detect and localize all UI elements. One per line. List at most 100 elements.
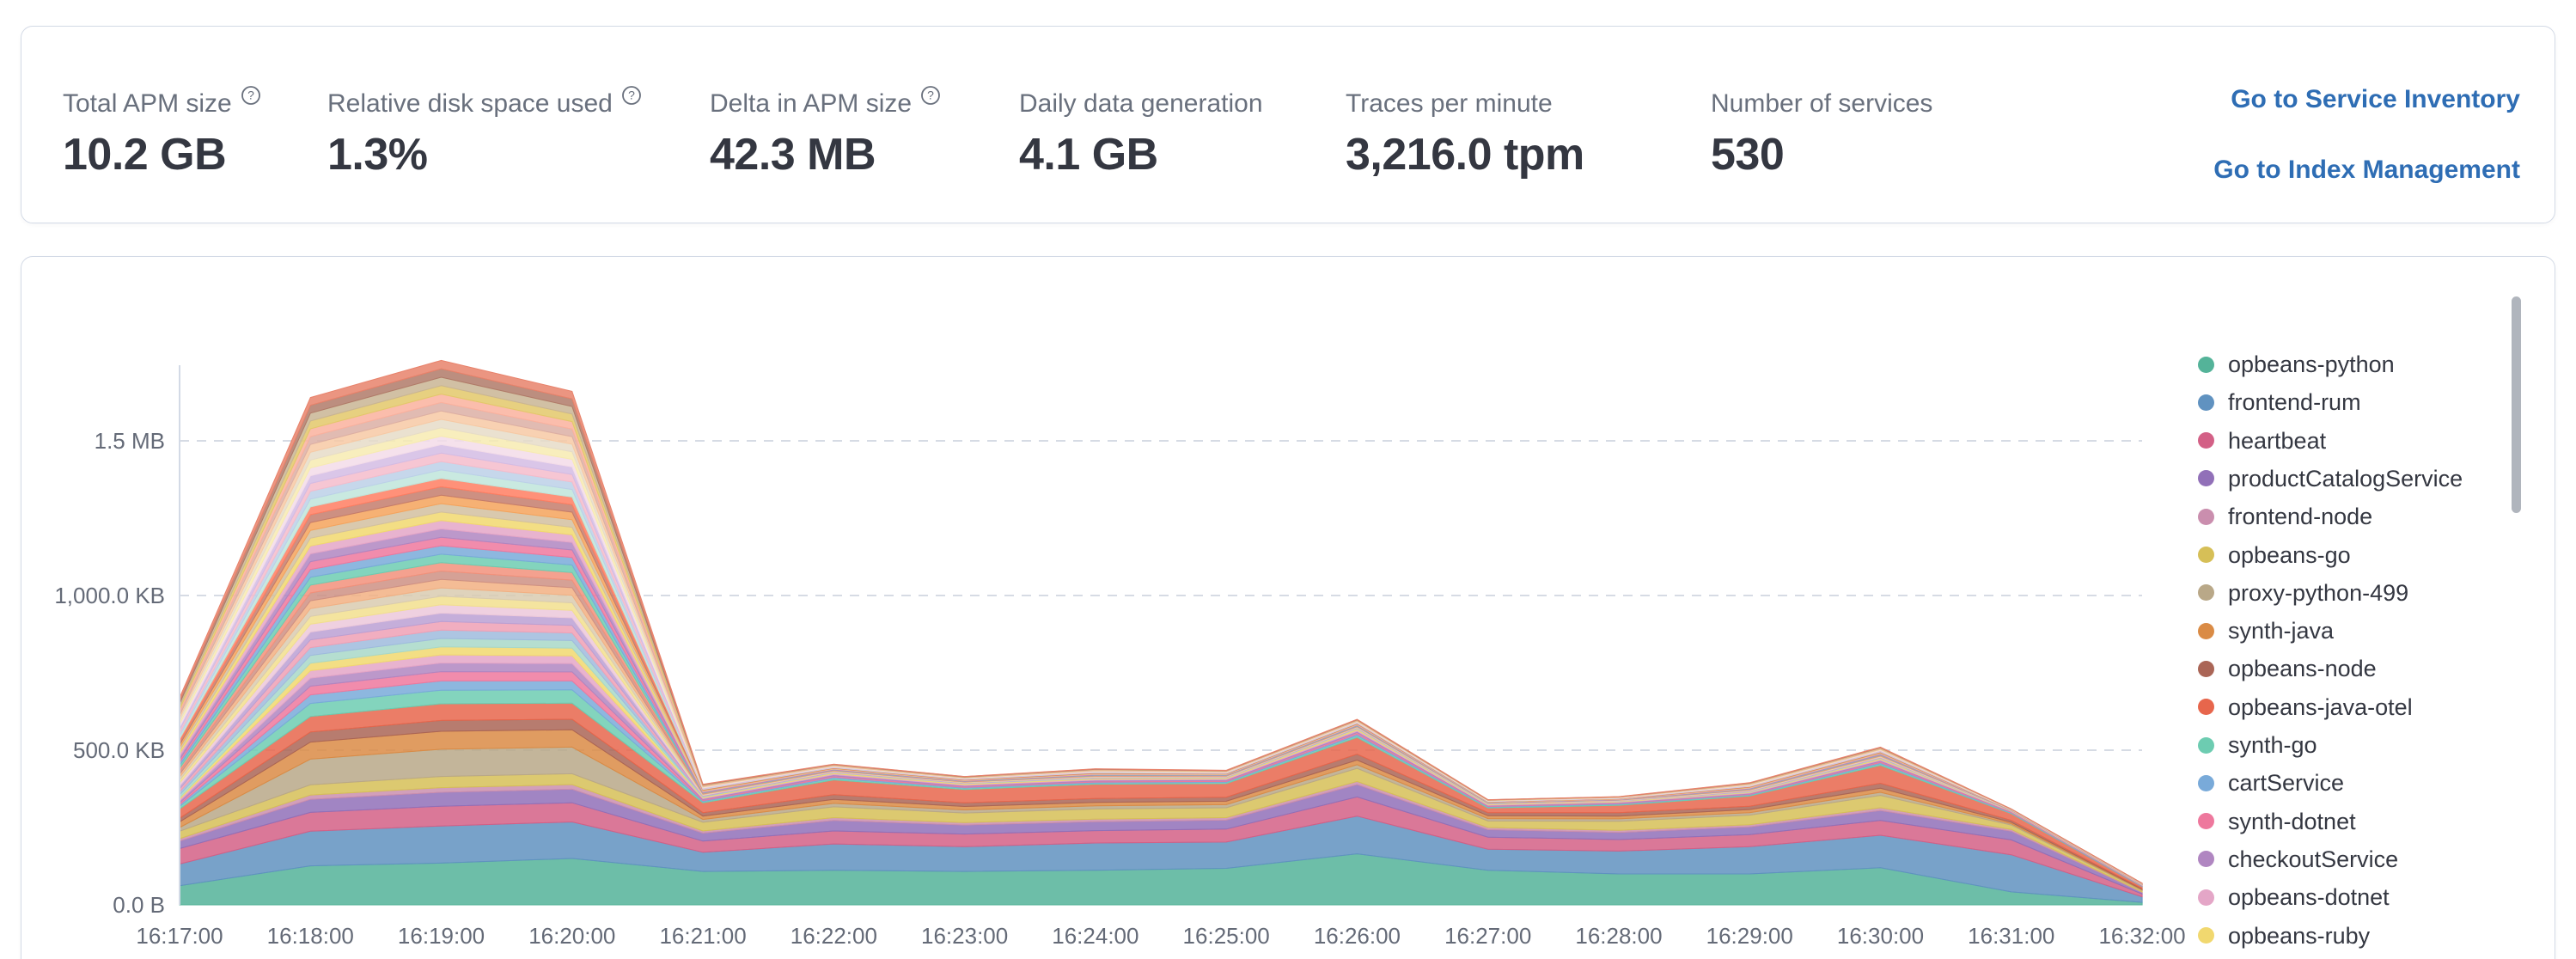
x-tick-label: 16:21:00	[659, 923, 747, 949]
legend-color-dot	[2198, 584, 2214, 602]
legend-item-opbeans-java-otel[interactable]: opbeans-java-otel	[2198, 688, 2413, 726]
x-tick-label: 16:32:00	[2098, 923, 2186, 949]
x-tick-label: 16:27:00	[1444, 923, 1532, 949]
x-tick-label: 16:29:00	[1706, 923, 1793, 949]
metric-relative-disk-space-used: Relative disk space used? 1.3%	[327, 85, 642, 181]
metric-value: 3,216.0 tpm	[1346, 130, 1584, 180]
legend-color-dot	[2198, 622, 2214, 639]
x-tick-label: 16:20:00	[528, 923, 616, 949]
legend-label: proxy-python-499	[2228, 579, 2409, 606]
svg-text:?: ?	[927, 89, 934, 102]
x-tick-label: 16:30:00	[1836, 923, 1925, 949]
x-tick-label: 16:26:00	[1313, 923, 1401, 949]
legend-label: heartbeat	[2228, 427, 2327, 454]
metric-label: Total APM size	[63, 89, 232, 118]
metric-label: Delta in APM size	[710, 89, 913, 118]
legend-label: synth-go	[2228, 732, 2317, 758]
legend-label: productCatalogService	[2228, 465, 2463, 492]
legend-item-frontend-rum[interactable]: frontend-rum	[2198, 383, 2361, 421]
metric-value: 4.1 GB	[1019, 130, 1158, 180]
legend-item-heartbeat[interactable]: heartbeat	[2198, 422, 2326, 460]
help-question-icon[interactable]: ?	[241, 85, 261, 106]
metric-label: Relative disk space used	[327, 89, 613, 118]
metric-delta-in-apm-size: Delta in APM size? 42.3 MB	[710, 85, 941, 181]
legend-color-dot	[2198, 851, 2214, 868]
metric-traces-per-minute: Traces per minute 3,216.0 tpm	[1346, 87, 1584, 181]
legend-color-dot	[2198, 699, 2214, 716]
x-tick-label: 16:22:00	[790, 923, 877, 949]
help-question-icon[interactable]: ?	[621, 85, 642, 106]
legend-label: synth-java	[2228, 618, 2335, 644]
legend-label: frontend-node	[2228, 504, 2373, 530]
metric-value: 42.3 MB	[710, 130, 876, 180]
legend-color-dot	[2198, 774, 2214, 791]
x-tick-label: 16:17:00	[136, 923, 223, 949]
legend-item-opbeans-node[interactable]: opbeans-node	[2198, 650, 2377, 687]
legend-item-proxy-python-499[interactable]: proxy-python-499	[2198, 574, 2408, 612]
metric-label: Daily data generation	[1019, 89, 1263, 118]
legend-label: checkoutService	[2228, 846, 2399, 872]
metric-daily-data-generation: Daily data generation 4.1 GB	[1019, 87, 1263, 181]
svg-text:?: ?	[247, 89, 254, 102]
metric-total-apm-size: Total APM size? 10.2 GB	[63, 85, 261, 181]
legend-color-dot	[2198, 356, 2214, 373]
legend-label: opbeans-java-otel	[2228, 693, 2413, 720]
x-tick-label: 16:19:00	[397, 923, 485, 949]
legend-scrollbar[interactable]	[2512, 296, 2521, 513]
legend-item-synth-dotnet[interactable]: synth-dotnet	[2198, 803, 2356, 840]
legend-item-opbeans-ruby[interactable]: opbeans-ruby	[2198, 917, 2370, 955]
legend-color-dot	[2198, 470, 2214, 487]
legend-color-dot	[2198, 813, 2214, 830]
legend-color-dot	[2198, 432, 2214, 449]
legend-item-synth-java[interactable]: synth-java	[2198, 612, 2334, 650]
legend-label: opbeans-python	[2228, 351, 2395, 377]
legend-color-dot	[2198, 889, 2214, 906]
metric-label: Traces per minute	[1346, 89, 1553, 118]
metric-number-of-services: Number of services 530	[1711, 87, 1932, 181]
legend-item-productcatalogservice[interactable]: productCatalogService	[2198, 460, 2463, 498]
legend-label: opbeans-node	[2228, 656, 2377, 682]
y-tick-label: 1.5 MB	[94, 428, 165, 454]
legend-item-cartservice[interactable]: cartService	[2198, 764, 2344, 802]
legend-label: frontend-rum	[2228, 389, 2361, 416]
legend-item-opbeans-go[interactable]: opbeans-go	[2198, 536, 2351, 574]
legend-label: cartService	[2228, 770, 2345, 797]
metric-value: 1.3%	[327, 130, 428, 180]
storage-stats-panel: Total APM size? 10.2 GB Relative disk spac…	[21, 26, 2555, 223]
y-tick-label: 0.0 B	[113, 892, 165, 918]
legend-label: opbeans-ruby	[2228, 922, 2371, 949]
legend-color-dot	[2198, 547, 2214, 563]
index-management-link[interactable]: Go to Index Management	[2213, 156, 2520, 184]
metric-value: 530	[1711, 130, 1785, 180]
x-tick-label: 16:25:00	[1182, 923, 1270, 949]
svg-text:?: ?	[628, 89, 635, 102]
y-tick-label: 1,000.0 KB	[54, 583, 165, 608]
metric-value: 10.2 GB	[63, 130, 227, 180]
quick-links: Go to Service Inventory Go to Index Mana…	[2213, 83, 2520, 186]
x-tick-label: 16:28:00	[1575, 923, 1663, 949]
legend-color-dot	[2198, 394, 2214, 411]
x-tick-label: 16:24:00	[1052, 923, 1139, 949]
legend-color-dot	[2198, 927, 2214, 944]
legend-color-dot	[2198, 660, 2214, 677]
legend-label: synth-dotnet	[2228, 808, 2356, 834]
help-question-icon[interactable]: ?	[920, 85, 941, 106]
x-tick-label: 16:18:00	[266, 923, 354, 949]
legend-color-dot	[2198, 508, 2214, 525]
y-tick-label: 500.0 KB	[73, 737, 165, 763]
legend-label: opbeans-go	[2228, 541, 2351, 568]
legend-item-checkoutservice[interactable]: checkoutService	[2198, 840, 2398, 878]
legend-color-dot	[2198, 736, 2214, 754]
service-inventory-link[interactable]: Go to Service Inventory	[2231, 85, 2520, 113]
metric-label: Number of services	[1711, 89, 1933, 118]
x-tick-label: 16:23:00	[921, 923, 1009, 949]
legend-item-opbeans-dotnet[interactable]: opbeans-dotnet	[2198, 878, 2390, 916]
legend-item-opbeans-python[interactable]: opbeans-python	[2198, 345, 2395, 383]
x-tick-label: 16:31:00	[1968, 923, 2055, 949]
legend-item-frontend-node[interactable]: frontend-node	[2198, 498, 2372, 535]
area-other-services-stripe-34	[179, 359, 2143, 884]
legend-item-synth-go[interactable]: synth-go	[2198, 726, 2317, 764]
legend-label: opbeans-dotnet	[2228, 884, 2390, 911]
